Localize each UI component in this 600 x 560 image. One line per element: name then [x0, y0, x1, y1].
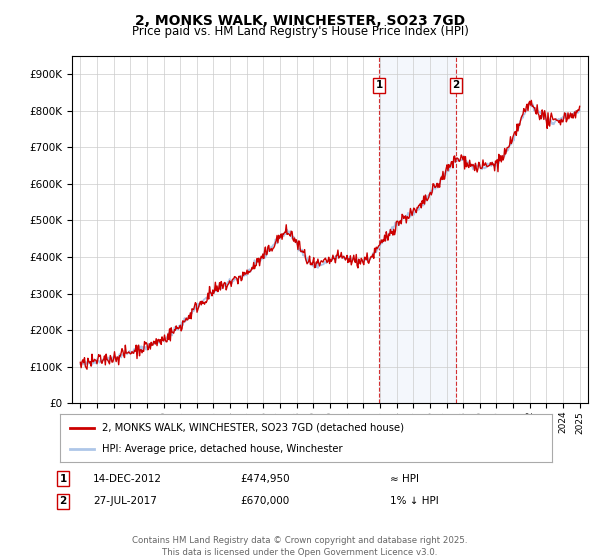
Text: Price paid vs. HM Land Registry's House Price Index (HPI): Price paid vs. HM Land Registry's House … [131, 25, 469, 38]
Text: £474,950: £474,950 [240, 474, 290, 484]
Text: 1% ↓ HPI: 1% ↓ HPI [390, 496, 439, 506]
Text: 1: 1 [376, 80, 383, 90]
Text: Contains HM Land Registry data © Crown copyright and database right 2025.
This d: Contains HM Land Registry data © Crown c… [132, 536, 468, 557]
Text: 2, MONKS WALK, WINCHESTER, SO23 7GD: 2, MONKS WALK, WINCHESTER, SO23 7GD [135, 14, 465, 28]
Bar [379, 56, 456, 403]
Text: 14-DEC-2012: 14-DEC-2012 [93, 474, 162, 484]
Text: £670,000: £670,000 [240, 496, 289, 506]
Text: 1: 1 [59, 474, 67, 484]
Text: HPI: Average price, detached house, Winchester: HPI: Average price, detached house, Winc… [102, 444, 343, 454]
Text: 27-JUL-2017: 27-JUL-2017 [93, 496, 157, 506]
Text: 2: 2 [59, 496, 67, 506]
Text: ≈ HPI: ≈ HPI [390, 474, 419, 484]
Text: 2, MONKS WALK, WINCHESTER, SO23 7GD (detached house): 2, MONKS WALK, WINCHESTER, SO23 7GD (det… [102, 423, 404, 433]
Text: 2: 2 [452, 80, 460, 90]
